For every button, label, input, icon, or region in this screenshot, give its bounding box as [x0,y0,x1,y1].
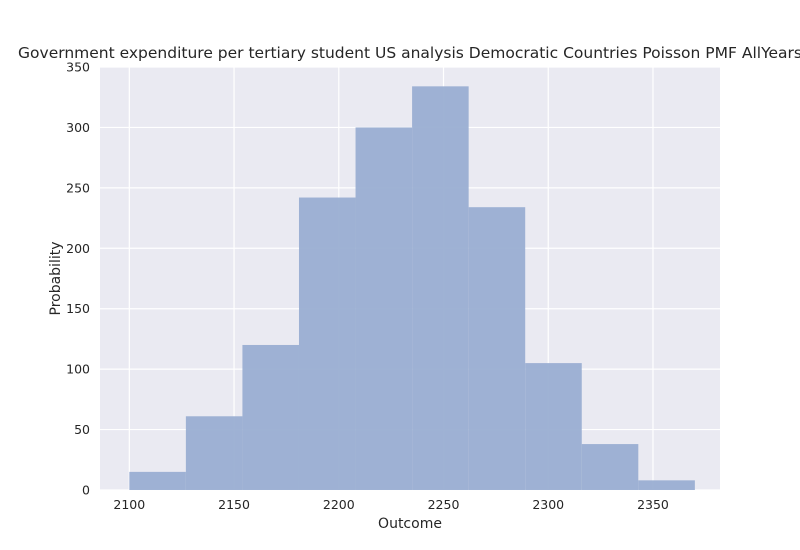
histogram-bar [242,344,299,490]
x-tick-label: 2200 [323,497,355,512]
histogram-bar [581,444,639,490]
histogram-bar [129,471,186,490]
y-tick-label: 300 [66,120,90,135]
histogram-bar [355,127,413,490]
y-tick-label: 250 [66,180,90,195]
x-axis-label: Outcome [378,516,442,532]
y-tick-label: 350 [66,60,90,75]
x-tick-label: 2150 [218,497,250,512]
x-axis-ticks: 2100 2150 2200 2250 2300 2350 [113,497,669,512]
y-tick-label: 0 [82,483,90,498]
y-tick-label: 150 [66,301,90,316]
x-tick-label: 2100 [113,497,145,512]
histogram-bar [638,480,695,490]
y-tick-label: 200 [66,241,90,256]
histogram-bar [298,197,356,491]
y-axis-ticks: 0 50 100 150 200 250 300 350 [66,60,90,498]
y-axis-label: Probability [48,241,64,315]
histogram-bar [185,416,243,490]
histogram-bars [129,86,695,491]
histogram-bar [468,207,526,491]
histogram-bar [525,363,582,490]
chart-title: Government expenditure per tertiary stud… [18,44,800,62]
x-tick-label: 2250 [428,497,460,512]
x-tick-label: 2350 [637,497,669,512]
y-tick-label: 100 [66,362,90,377]
y-tick-label: 50 [74,422,90,437]
x-tick-label: 2300 [532,497,564,512]
histogram-bar [412,86,469,490]
